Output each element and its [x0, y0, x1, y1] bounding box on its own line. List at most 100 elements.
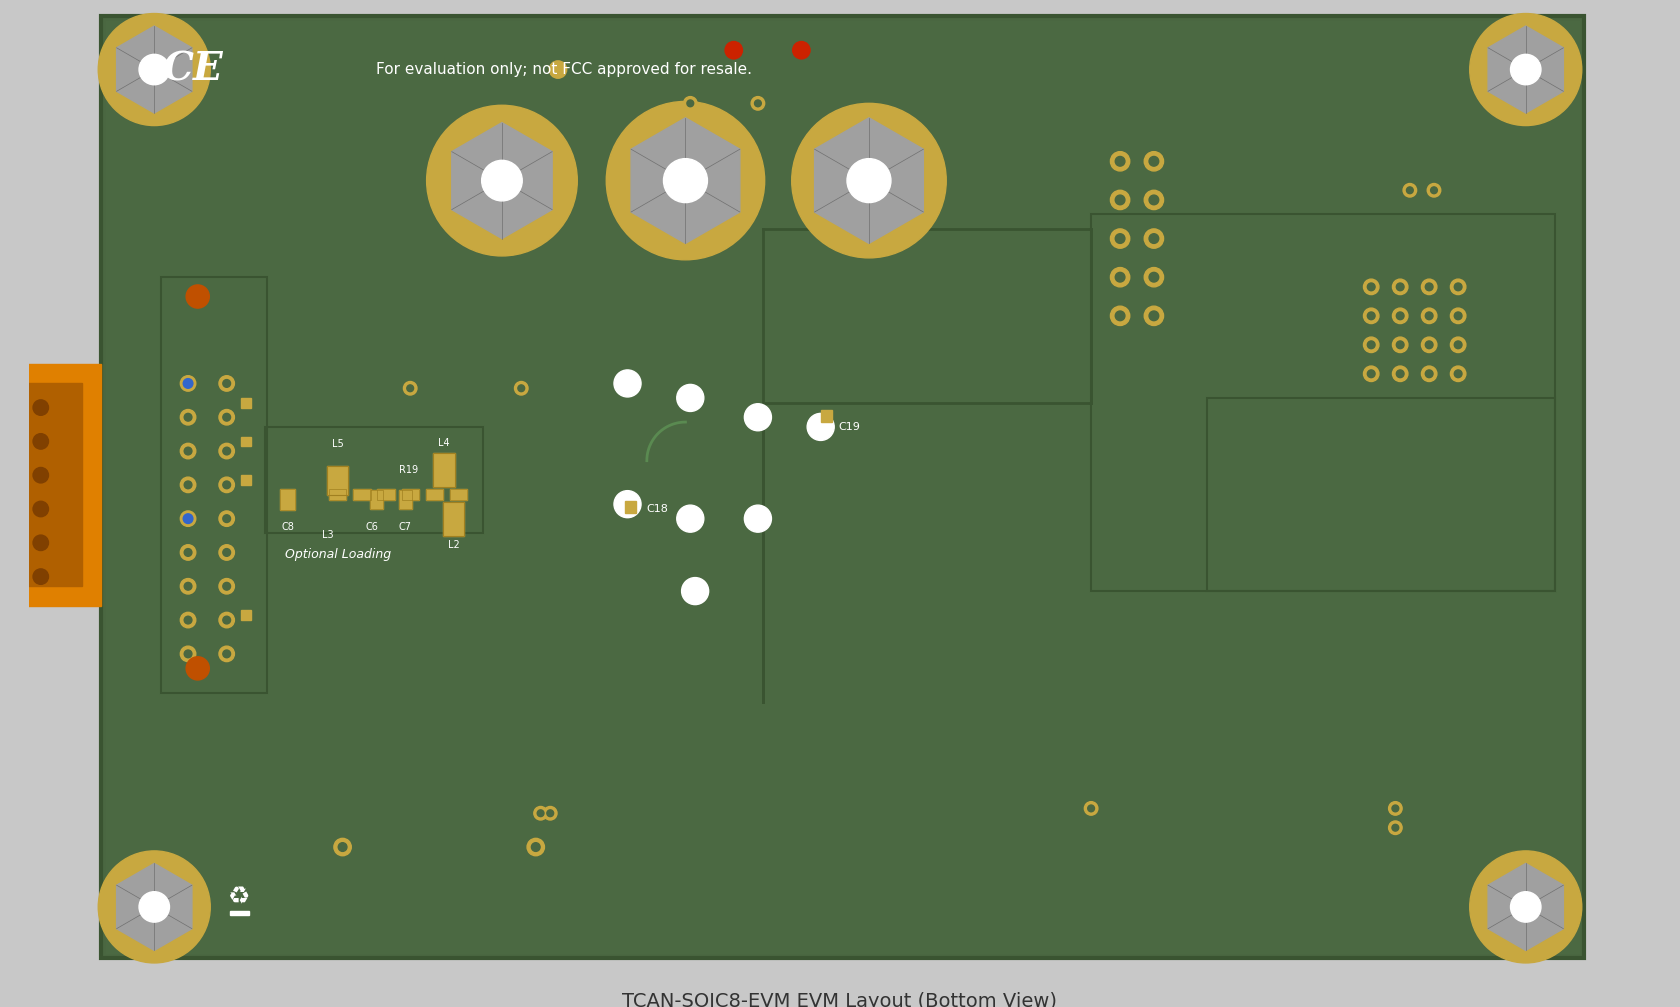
Circle shape	[806, 414, 835, 440]
Bar	[242, 610, 250, 620]
Circle shape	[1425, 312, 1433, 319]
Circle shape	[1393, 367, 1408, 382]
Circle shape	[528, 839, 544, 856]
Circle shape	[1428, 183, 1441, 197]
Text: For evaluation only; not FCC approved for resale.: For evaluation only; not FCC approved fo…	[376, 62, 753, 78]
Bar	[10, 384, 82, 586]
Bar	[1206, 398, 1554, 591]
Circle shape	[613, 370, 642, 397]
Circle shape	[218, 410, 235, 425]
Circle shape	[606, 102, 764, 260]
Bar	[378, 488, 395, 500]
Text: C6: C6	[365, 522, 378, 532]
Circle shape	[1421, 279, 1436, 295]
Circle shape	[1403, 183, 1416, 197]
Circle shape	[1510, 54, 1541, 85]
Circle shape	[1368, 370, 1374, 378]
Bar	[398, 489, 412, 509]
Text: R19: R19	[398, 465, 418, 475]
Circle shape	[34, 535, 49, 551]
Bar	[433, 453, 455, 487]
Bar	[444, 501, 464, 536]
Text: L3: L3	[323, 531, 334, 540]
Bar	[425, 488, 444, 500]
Circle shape	[1393, 805, 1399, 812]
Bar	[370, 489, 383, 509]
Circle shape	[218, 477, 235, 492]
Circle shape	[677, 385, 704, 412]
Polygon shape	[815, 118, 924, 244]
Circle shape	[334, 839, 351, 856]
Circle shape	[403, 382, 417, 395]
Circle shape	[1144, 229, 1164, 248]
Circle shape	[517, 385, 524, 392]
Circle shape	[1421, 337, 1436, 352]
Circle shape	[1368, 341, 1374, 348]
Circle shape	[223, 380, 230, 388]
Bar	[242, 398, 250, 408]
Circle shape	[1116, 156, 1126, 166]
Circle shape	[1470, 13, 1583, 126]
Circle shape	[538, 810, 544, 817]
Circle shape	[1470, 851, 1583, 963]
Circle shape	[1144, 190, 1164, 209]
Polygon shape	[116, 26, 192, 113]
Bar	[370, 489, 383, 509]
Circle shape	[1455, 341, 1462, 348]
Circle shape	[185, 582, 192, 590]
Circle shape	[1450, 279, 1467, 295]
Circle shape	[751, 97, 764, 110]
Circle shape	[1364, 337, 1379, 352]
Circle shape	[1116, 195, 1126, 204]
Text: C8: C8	[281, 522, 294, 532]
Circle shape	[544, 807, 558, 820]
Text: L5: L5	[333, 439, 344, 449]
Circle shape	[726, 41, 743, 59]
Circle shape	[185, 549, 192, 556]
Circle shape	[223, 650, 230, 658]
Circle shape	[34, 467, 49, 483]
Polygon shape	[632, 118, 739, 244]
Circle shape	[1421, 308, 1436, 323]
Circle shape	[1421, 367, 1436, 382]
Circle shape	[185, 380, 192, 388]
Circle shape	[180, 511, 197, 527]
Circle shape	[684, 97, 697, 110]
Circle shape	[1144, 268, 1164, 287]
Circle shape	[1455, 370, 1462, 378]
Circle shape	[218, 579, 235, 594]
Bar	[353, 488, 371, 500]
Bar	[425, 488, 444, 500]
Circle shape	[1393, 308, 1408, 323]
Circle shape	[744, 404, 771, 431]
Circle shape	[223, 481, 230, 488]
Bar	[161, 277, 267, 693]
Circle shape	[514, 382, 528, 395]
Text: TCAN-SOIC8-EVM EVM Layout (Bottom View): TCAN-SOIC8-EVM EVM Layout (Bottom View)	[623, 992, 1057, 1007]
Bar	[822, 411, 832, 422]
Text: CE: CE	[163, 50, 223, 89]
Circle shape	[1393, 825, 1399, 831]
Bar	[433, 453, 455, 487]
Circle shape	[97, 13, 210, 126]
Circle shape	[1431, 187, 1438, 193]
Bar	[450, 488, 467, 500]
Text: L2: L2	[449, 540, 460, 550]
Circle shape	[1368, 283, 1374, 291]
Circle shape	[1110, 268, 1129, 287]
Bar	[402, 488, 418, 500]
Circle shape	[185, 515, 192, 523]
Circle shape	[1389, 802, 1403, 816]
Circle shape	[97, 851, 210, 963]
Circle shape	[1389, 821, 1403, 835]
Circle shape	[223, 447, 230, 455]
Circle shape	[218, 545, 235, 560]
Bar	[281, 488, 296, 510]
Text: Optional Loading: Optional Loading	[284, 548, 391, 561]
Bar	[265, 427, 482, 533]
Circle shape	[847, 159, 890, 202]
Polygon shape	[1488, 863, 1564, 951]
Bar	[328, 465, 348, 494]
Circle shape	[1396, 312, 1404, 319]
Bar	[625, 501, 637, 513]
